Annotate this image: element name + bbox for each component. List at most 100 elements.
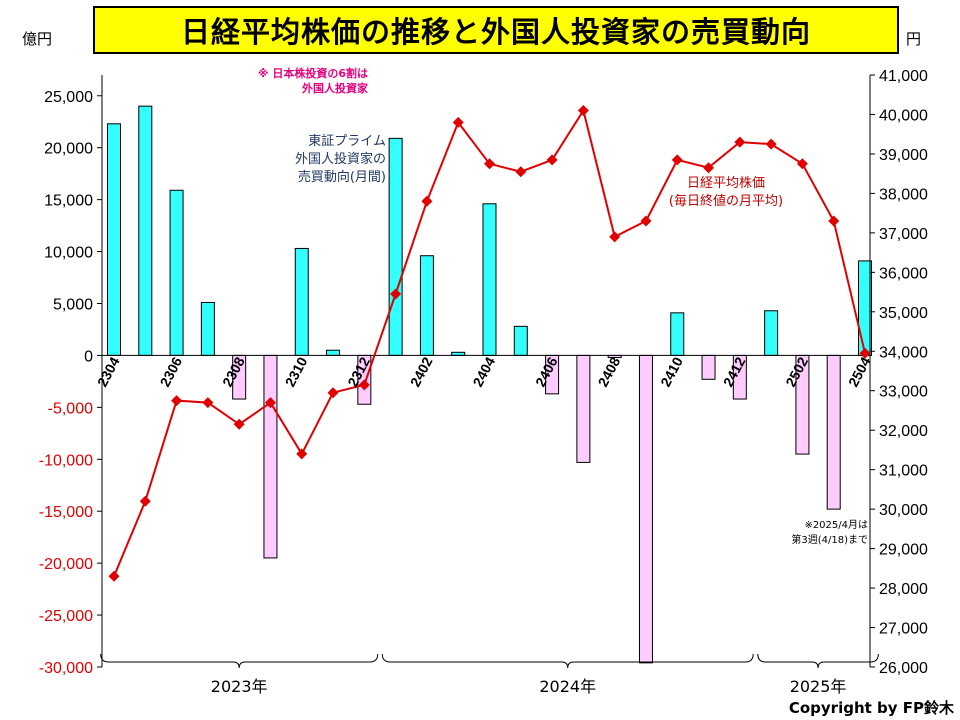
bar-2409	[638, 354, 653, 664]
note-line: 売買動向(月間)	[297, 170, 386, 185]
point-2502	[796, 158, 808, 170]
note-line: ※ 日本株投資の6割は	[257, 67, 368, 80]
year-brackets: 2023年 2024年 2025年	[100, 653, 879, 696]
left-tick-label: -30,000	[39, 660, 93, 677]
bar-2305	[138, 105, 153, 356]
bar-2309	[263, 354, 278, 559]
right-tick-label: 28,000	[879, 581, 928, 598]
nikkei-series-label: 日経平均株価 (毎日終値の月平均)	[646, 175, 806, 211]
right-tick-label: 26,000	[879, 660, 928, 677]
note-line: 外国人投資家	[302, 82, 368, 95]
bar-2410	[670, 312, 685, 356]
point-2403	[452, 116, 464, 128]
bar-2503	[826, 354, 841, 510]
bar-2401	[388, 137, 403, 356]
right-tick-label: 31,000	[879, 463, 928, 480]
point-2409	[640, 215, 652, 227]
right-tick-label: 36,000	[879, 265, 928, 282]
right-tick-label: 33,000	[879, 384, 928, 401]
bar-series-foreign-investors	[107, 105, 872, 664]
bar-2310	[294, 247, 309, 356]
bar-2501	[764, 310, 779, 356]
left-axis-unit: 億円	[22, 30, 53, 48]
point-2401	[390, 288, 402, 300]
right-tick-label: 38,000	[879, 186, 928, 203]
right-tick-label: 40,000	[879, 107, 928, 124]
right-axis-unit: 円	[906, 30, 922, 48]
point-2407	[577, 105, 589, 117]
point-2306	[171, 395, 183, 407]
bar-2404	[482, 203, 497, 356]
foreign-share-note: ※ 日本株投資の6割は 外国人投資家	[178, 66, 368, 96]
left-tick-label: 20,000	[44, 141, 93, 158]
note-line: 東証プライム	[308, 134, 386, 149]
bar-2307	[200, 301, 215, 356]
point-2311	[327, 387, 339, 399]
bar-2405	[513, 325, 528, 356]
left-tick-label: -15,000	[39, 504, 93, 521]
left-axis-ticks: 25,000 20,000 15,000 10,000 5,000 0 -5,000 -10,…	[39, 89, 102, 677]
bar-2411	[701, 354, 716, 380]
note-line: 日経平均株価	[686, 176, 765, 191]
bar-2304	[107, 123, 121, 356]
foreign-series-label: 東証プライム 外国人投資家の 売買動向(月間)	[258, 133, 386, 187]
left-tick-label: 25,000	[44, 89, 93, 106]
point-2504	[859, 347, 871, 359]
right-tick-label: 34,000	[879, 344, 928, 361]
note-line: 外国人投資家の	[294, 152, 386, 167]
april-2025-note: ※2025/4月は 第3週(4/18)まで	[728, 518, 868, 548]
point-2412	[734, 136, 746, 148]
line-series-nikkei	[108, 105, 871, 582]
note-line: ※2025/4月は	[804, 520, 868, 531]
left-tick-label: 15,000	[44, 193, 93, 210]
note-line: (毎日終値の月平均)	[668, 194, 784, 209]
point-2406	[546, 154, 558, 166]
point-2305	[139, 495, 151, 507]
left-tick-label: -5,000	[48, 400, 93, 417]
right-tick-label: 30,000	[879, 502, 928, 519]
right-axis-ticks: 41,000 40,000 39,000 38,000 37,000 36,000 35,0…	[870, 68, 928, 677]
bar-2306	[169, 189, 184, 356]
point-2402	[421, 195, 433, 207]
year-label: 2024年	[539, 677, 596, 696]
point-2410	[671, 154, 683, 166]
left-tick-label: 5,000	[53, 296, 93, 313]
left-tick-label: 0	[84, 348, 93, 365]
point-2310	[296, 448, 308, 460]
point-2503	[828, 215, 840, 227]
year-bracket	[100, 653, 379, 669]
chart-title: 日経平均株価の推移と外国人投資家の売買動向	[93, 6, 899, 54]
left-tick-label: -25,000	[39, 608, 93, 625]
right-tick-label: 27,000	[879, 621, 928, 638]
chart-axes	[101, 75, 871, 667]
point-2304	[108, 570, 120, 582]
point-2408	[609, 231, 621, 243]
right-tick-label: 32,000	[879, 423, 928, 440]
year-label: 2023年	[211, 677, 268, 696]
point-2501	[765, 138, 777, 150]
year-bracket	[757, 653, 879, 669]
right-tick-label: 41,000	[879, 68, 928, 85]
note-line: 第3週(4/18)まで	[791, 535, 868, 546]
right-tick-label: 29,000	[879, 542, 928, 559]
bar-2311	[326, 349, 341, 356]
left-tick-label: -10,000	[39, 452, 93, 469]
point-2411	[703, 162, 715, 174]
left-tick-label: 10,000	[44, 245, 93, 262]
year-label: 2025年	[790, 677, 847, 696]
right-tick-label: 39,000	[879, 147, 928, 164]
point-2307	[202, 397, 214, 409]
point-2309	[264, 397, 276, 409]
year-bracket	[381, 653, 754, 669]
point-2312	[358, 379, 370, 391]
bar-2402	[419, 255, 434, 356]
bar-2407	[576, 354, 591, 463]
left-tick-label: -20,000	[39, 556, 93, 573]
copyright: Copyright by FP鈴木	[788, 699, 954, 717]
right-tick-label: 35,000	[879, 305, 928, 322]
point-2404	[484, 158, 495, 170]
point-2405	[515, 166, 527, 178]
point-2308	[233, 418, 245, 430]
right-tick-label: 37,000	[879, 226, 928, 243]
